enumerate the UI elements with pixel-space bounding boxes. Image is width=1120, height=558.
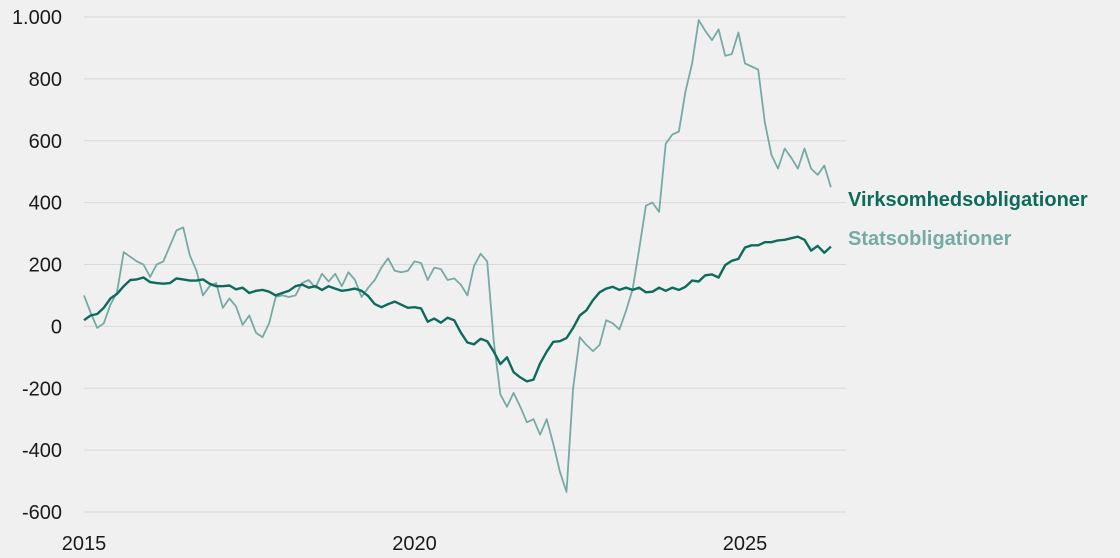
legend: Virksomhedsobligationer Statsobligatione… xyxy=(848,189,1088,250)
x-tick-label: 2020 xyxy=(392,533,437,555)
x-axis-tick-labels: 2015 2020 2025 xyxy=(62,533,768,555)
y-axis-tick-labels: 1.000 800 600 400 200 0 -200 -400 -600 xyxy=(12,7,62,524)
y-tick-label: 800 xyxy=(29,69,62,91)
y-tick-label: -600 xyxy=(22,502,62,524)
y-tick-label: 400 xyxy=(29,193,62,215)
legend-label-virksomhedsobligationer: Virksomhedsobligationer xyxy=(848,189,1088,211)
y-tick-label: 600 xyxy=(29,131,62,153)
y-tick-label: 1.000 xyxy=(12,7,62,29)
series-line-statsobligationer xyxy=(83,19,832,493)
gridlines xyxy=(84,16,846,513)
y-tick-label: -400 xyxy=(22,440,62,462)
series-lines xyxy=(83,19,832,493)
x-tick-label: 2015 xyxy=(62,533,107,555)
legend-label-statsobligationer: Statsobligationer xyxy=(848,228,1012,250)
x-tick-label: 2025 xyxy=(723,533,768,555)
y-tick-label: -200 xyxy=(22,378,62,400)
y-tick-label: 0 xyxy=(51,316,62,338)
series-line-virksomhedsobligationer xyxy=(83,235,832,383)
y-tick-label: 200 xyxy=(29,255,62,277)
